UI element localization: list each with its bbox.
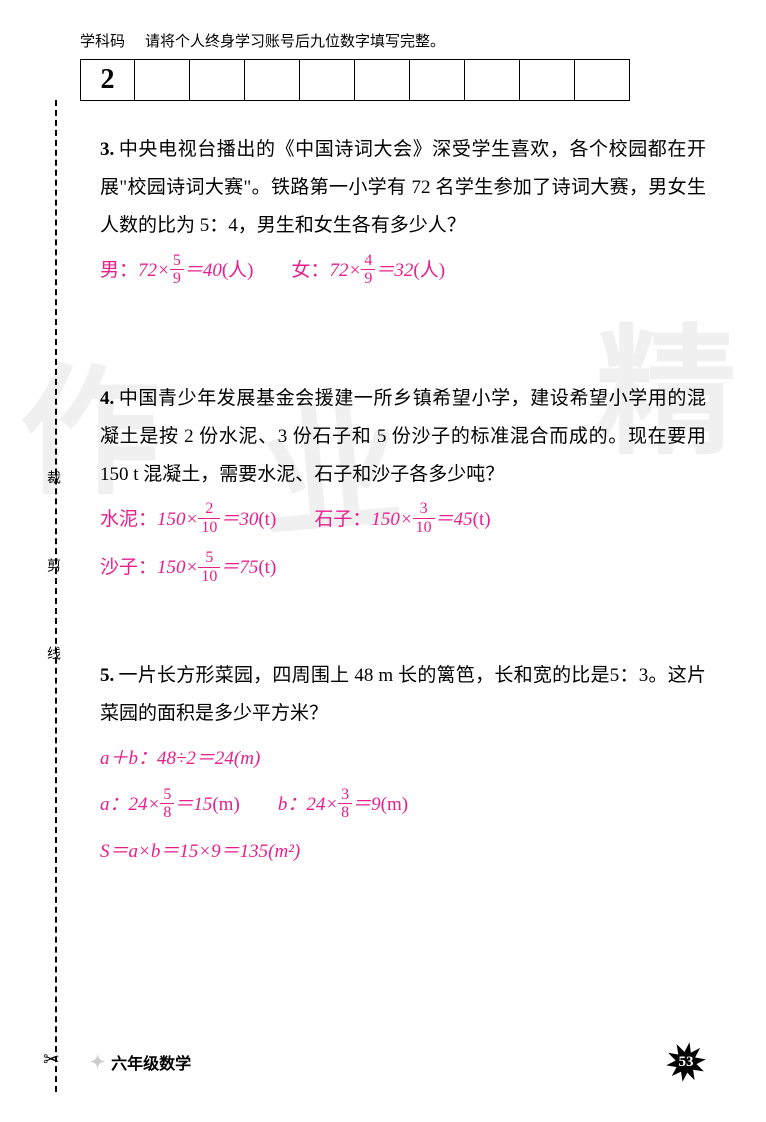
answer-line: a：24×58＝15(m) b：24×38＝9(m)	[100, 787, 706, 824]
id-box[interactable]	[135, 59, 190, 101]
id-box[interactable]	[465, 59, 520, 101]
id-box[interactable]	[245, 59, 300, 101]
answer-expression: a＋b：48÷2＝24(m)	[100, 748, 260, 769]
fraction: 310	[413, 500, 435, 536]
numerator: 5	[170, 252, 184, 271]
problem-text: 4.中国青少年发展基金会援建一所乡镇希望小学，建设希望小学用的混凝土是按 2 份…	[100, 380, 706, 494]
id-box[interactable]: 2	[80, 59, 135, 101]
answer-result: 30	[239, 509, 258, 530]
id-box[interactable]	[190, 59, 245, 101]
answer-line: a＋b：48÷2＝24(m)	[100, 741, 706, 777]
footer: ✦ 六年级数学 53	[90, 1042, 706, 1082]
answer-prefix: 水泥：	[100, 509, 157, 530]
grade-label: 六年级数学	[111, 1050, 191, 1074]
denominator: 8	[160, 804, 174, 822]
id-boxes: 2	[80, 59, 706, 101]
denominator: 8	[338, 804, 352, 822]
answer-unit: (m)	[381, 794, 408, 815]
problem-number: 4.	[100, 388, 114, 409]
spacer	[254, 260, 292, 281]
answer-base: 24	[129, 794, 148, 815]
answer-base: 24	[306, 794, 325, 815]
answer-base: 72	[330, 260, 349, 281]
answer-prefix: 女：	[292, 260, 330, 281]
id-box[interactable]	[410, 59, 465, 101]
problem-body: 一片长方形菜园，四周围上 48 m 长的篱笆，长和宽的比是5：3。这片菜园的面积…	[100, 665, 706, 724]
page-number: 53	[679, 1054, 694, 1071]
answer-prefix: a：	[100, 794, 129, 815]
problem-text: 5.一片长方形菜园，四周围上 48 m 长的篱笆，长和宽的比是5：3。这片菜园的…	[100, 657, 706, 733]
numerator: 4	[361, 252, 375, 271]
answer-result: 45	[454, 509, 473, 530]
answer-unit: (人)	[413, 260, 445, 281]
answer-unit: (t)	[258, 557, 276, 578]
answer-result: 15	[193, 794, 212, 815]
problem-3: 3.中央电视台播出的《中国诗词大会》深受学生喜欢，各个校园都在开展"校园诗词大赛…	[80, 131, 706, 290]
problem-4: 4.中国青少年发展基金会援建一所乡镇希望小学，建设希望小学用的混凝土是按 2 份…	[80, 380, 706, 587]
fraction: 210	[198, 500, 220, 536]
header-instruction: 请将个人终身学习账号后九位数字填写完整。	[145, 30, 445, 51]
answer-base: 72	[138, 260, 157, 281]
id-box[interactable]	[300, 59, 355, 101]
answer-prefix: 石子：	[314, 509, 371, 530]
page-number-badge: 53	[666, 1042, 706, 1082]
fraction: 49	[361, 252, 375, 288]
footer-grade: ✦ 六年级数学	[90, 1050, 191, 1074]
denominator: 10	[198, 519, 220, 537]
numerator: 5	[160, 786, 174, 805]
answer-block: 男：72×59＝40(人) 女：72×49＝32(人)	[100, 253, 706, 290]
subject-code-label: 学科码	[80, 30, 125, 51]
denominator: 10	[198, 568, 220, 586]
denominator: 9	[170, 270, 184, 288]
answer-unit: (t)	[473, 509, 491, 530]
fraction: 38	[338, 786, 352, 822]
answer-line: S＝a×b＝15×9＝135(m²)	[100, 834, 706, 870]
answer-unit: (t)	[258, 509, 276, 530]
fraction: 58	[160, 786, 174, 822]
answer-unit: (m)	[212, 794, 239, 815]
answer-prefix: b：	[278, 794, 307, 815]
id-box[interactable]	[575, 59, 630, 101]
answer-result: 9	[371, 794, 381, 815]
cut-line-label: 裁 剪 线	[42, 470, 62, 690]
problem-number: 3.	[100, 139, 114, 160]
answer-result: 75	[239, 557, 258, 578]
answer-expression: S＝a×b＝15×9＝135(m²)	[100, 841, 300, 862]
answer-base: 150	[157, 557, 186, 578]
spacer	[276, 509, 314, 530]
numerator: 5	[198, 549, 220, 568]
answer-base: 150	[371, 509, 400, 530]
numerator: 3	[338, 786, 352, 805]
answer-line: 水泥：150×210＝30(t) 石子：150×310＝45(t)	[100, 502, 706, 539]
id-box[interactable]	[520, 59, 575, 101]
header-row: 学科码 请将个人终身学习账号后九位数字填写完整。	[80, 30, 706, 51]
problem-text: 3.中央电视台播出的《中国诗词大会》深受学生喜欢，各个校园都在开展"校园诗词大赛…	[100, 131, 706, 245]
denominator: 10	[413, 519, 435, 537]
problem-number: 5.	[100, 665, 114, 686]
id-box[interactable]	[355, 59, 410, 101]
answer-unit: (人)	[222, 260, 254, 281]
answer-prefix: 男：	[100, 260, 138, 281]
numerator: 3	[413, 500, 435, 519]
fraction: 59	[170, 252, 184, 288]
fraction: 510	[198, 549, 220, 585]
numerator: 2	[198, 500, 220, 519]
answer-result: 32	[394, 260, 413, 281]
problem-body: 中央电视台播出的《中国诗词大会》深受学生喜欢，各个校园都在开展"校园诗词大赛"。…	[100, 139, 706, 236]
answer-line: 男：72×59＝40(人) 女：72×49＝32(人)	[100, 253, 706, 290]
answer-block: a＋b：48÷2＝24(m) a：24×58＝15(m) b：24×38＝9(m…	[100, 741, 706, 870]
answer-line: 沙子：150×510＝75(t)	[100, 550, 706, 587]
denominator: 9	[361, 270, 375, 288]
answer-base: 150	[157, 509, 186, 530]
spacer	[240, 794, 278, 815]
answer-prefix: 沙子：	[100, 557, 157, 578]
problem-5: 5.一片长方形菜园，四周围上 48 m 长的篱笆，长和宽的比是5：3。这片菜园的…	[80, 657, 706, 870]
problem-body: 中国青少年发展基金会援建一所乡镇希望小学，建设希望小学用的混凝土是按 2 份水泥…	[100, 388, 706, 485]
scissors-icon: ✂	[43, 1047, 60, 1072]
answer-block: 水泥：150×210＝30(t) 石子：150×310＝45(t) 沙子：150…	[100, 502, 706, 587]
answer-result: 40	[203, 260, 222, 281]
star-icon: ✦	[90, 1052, 105, 1073]
